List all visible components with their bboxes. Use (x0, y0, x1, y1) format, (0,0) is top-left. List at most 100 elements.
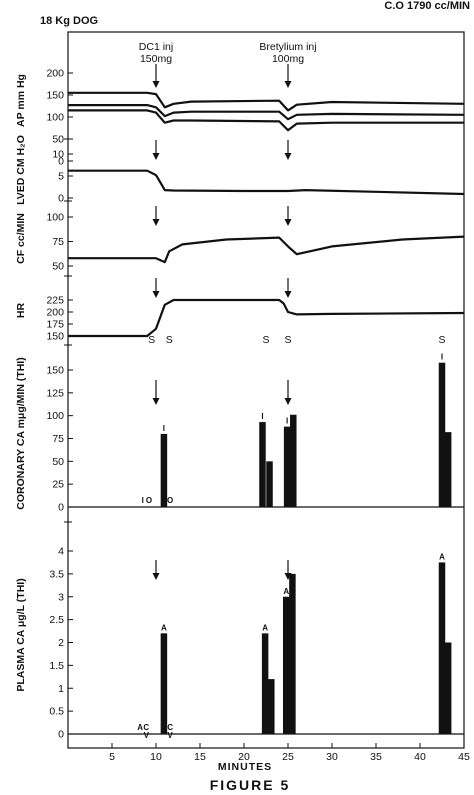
panel-cf: CF cc/MIN 50 75 100 (15, 212, 465, 273)
bar-label: I (261, 412, 263, 421)
bar-label: A (262, 623, 268, 632)
y-tick-label: 0 (58, 502, 64, 514)
y-tick-label: 1 (58, 683, 64, 695)
bar-label: V (269, 688, 275, 697)
bar-label: I (163, 424, 165, 433)
bar-coronary (160, 433, 168, 507)
bar-plasma (261, 633, 269, 734)
panel-label-hr: HR (15, 303, 27, 319)
bar-label: A (137, 723, 143, 732)
y-tick-label: 150 (46, 331, 64, 343)
event-arrow-head (284, 153, 292, 160)
panel-label-plasma: PLASMA CA μg/L (THI) (15, 578, 27, 691)
event-arrow-head (152, 81, 160, 88)
panel-label-cf: CF cc/MIN (15, 213, 27, 264)
x-tick-label: 45 (458, 751, 470, 763)
bar-label: V (445, 652, 451, 661)
event-label-1: Bretylium inj (259, 41, 316, 53)
figure-title: FIGURE 5 (210, 777, 291, 793)
y-tick-label: 0 (58, 156, 64, 168)
x-tick-label: 35 (370, 751, 382, 763)
bar-label: I (441, 353, 443, 362)
series-line-lved-0 (68, 169, 465, 196)
y-tick-label: 50 (52, 456, 64, 468)
bar-plasma (438, 562, 446, 734)
y-tick-label: 2.5 (49, 614, 64, 626)
plot-frame (67, 31, 465, 749)
cardiac-output-label: C.O 1790 cc/MIN (384, 0, 470, 12)
bar-plasma (289, 573, 296, 734)
y-tick-label: 50 (52, 134, 64, 146)
s-marker: S (166, 334, 173, 346)
bar-label: O (167, 496, 173, 505)
y-tick-label: 5 (58, 171, 64, 183)
bar-label: C (268, 680, 274, 689)
y-tick-label: 125 (46, 387, 64, 399)
bar-label: O (445, 433, 451, 442)
series-line-ap-1 (68, 104, 465, 121)
bar-label: C (143, 723, 149, 732)
bar-label: V (144, 731, 150, 740)
event-arrow-head (152, 573, 160, 580)
y-tick-label: 50 (52, 261, 64, 273)
s-marker: S (262, 334, 269, 346)
series-line-ap-0 (68, 91, 465, 112)
series-line-hr-0 (68, 298, 465, 338)
event-dose-0: 150mg (140, 53, 172, 65)
y-tick-label: 75 (52, 433, 64, 445)
y-tick-label: 25 (52, 479, 64, 491)
bar-label: I (142, 496, 144, 505)
s-marker: S (284, 334, 291, 346)
bar-label: A (283, 587, 289, 596)
event-label-0: DC1 inj (139, 41, 173, 53)
y-tick-label: 1.5 (49, 660, 64, 672)
event-arrow-head (284, 291, 292, 298)
y-tick-label: 75 (52, 236, 64, 248)
panel-ap: AP mm Hg 0 50 100 150 200 (15, 68, 465, 168)
bar-coronary (444, 432, 452, 507)
panel-label-lved: LVED CM H₂O (15, 135, 27, 205)
bar-label: C (167, 723, 173, 732)
y-tick-label: 100 (46, 112, 64, 124)
y-tick-label: 0 (58, 729, 64, 741)
bar-label: A (439, 552, 445, 561)
bar-label: A (161, 623, 167, 632)
event-arrow-head (152, 219, 160, 226)
panel-coronary: CORONARY CA mμg/MIN (THI) 0 25 50 75 100 125 15… (15, 334, 464, 514)
event-arrow-head (284, 219, 292, 226)
y-tick-label: 200 (46, 307, 64, 319)
x-tick-label: 40 (414, 751, 426, 763)
x-axis-label: MINUTES (218, 761, 272, 773)
x-tick-label: 20 (238, 751, 250, 763)
bar-label: O (290, 416, 296, 425)
bar-plasma (444, 642, 452, 734)
y-tick-label: 100 (46, 410, 64, 422)
bar-label: V (290, 583, 296, 592)
event-arrow-head (152, 291, 160, 298)
subject-label: 18 Kg DOG (40, 15, 98, 27)
bar-coronary (266, 461, 273, 507)
s-marker: S (148, 334, 155, 346)
y-tick-label: 100 (46, 212, 64, 224)
panel-lved: LVED CM H₂O 0 5 10 (15, 135, 465, 205)
bar-plasma (160, 633, 168, 734)
bar-coronary (438, 362, 446, 507)
event-arrow-head (284, 573, 292, 580)
y-tick-label: 150 (46, 90, 64, 102)
x-tick-label: 25 (282, 751, 294, 763)
bar-label: I (286, 417, 288, 426)
y-tick-label: 200 (46, 68, 64, 80)
event-arrow-head (152, 398, 160, 405)
series-line-cf-0 (68, 235, 465, 264)
bar-coronary (290, 414, 297, 507)
bar-label: C (445, 644, 451, 653)
bar-label: C (290, 575, 296, 584)
event-arrow-head (284, 398, 292, 405)
series-line-ap-2 (68, 109, 464, 132)
panel-label-ap: AP mm Hg (15, 74, 27, 127)
y-tick-label: 225 (46, 295, 64, 307)
y-tick-label: 150 (46, 365, 64, 377)
x-tick-label: 15 (194, 751, 206, 763)
x-tick-label: 30 (326, 751, 338, 763)
panel-label-coronary: CORONARY CA mμg/MIN (THI) (15, 357, 27, 509)
